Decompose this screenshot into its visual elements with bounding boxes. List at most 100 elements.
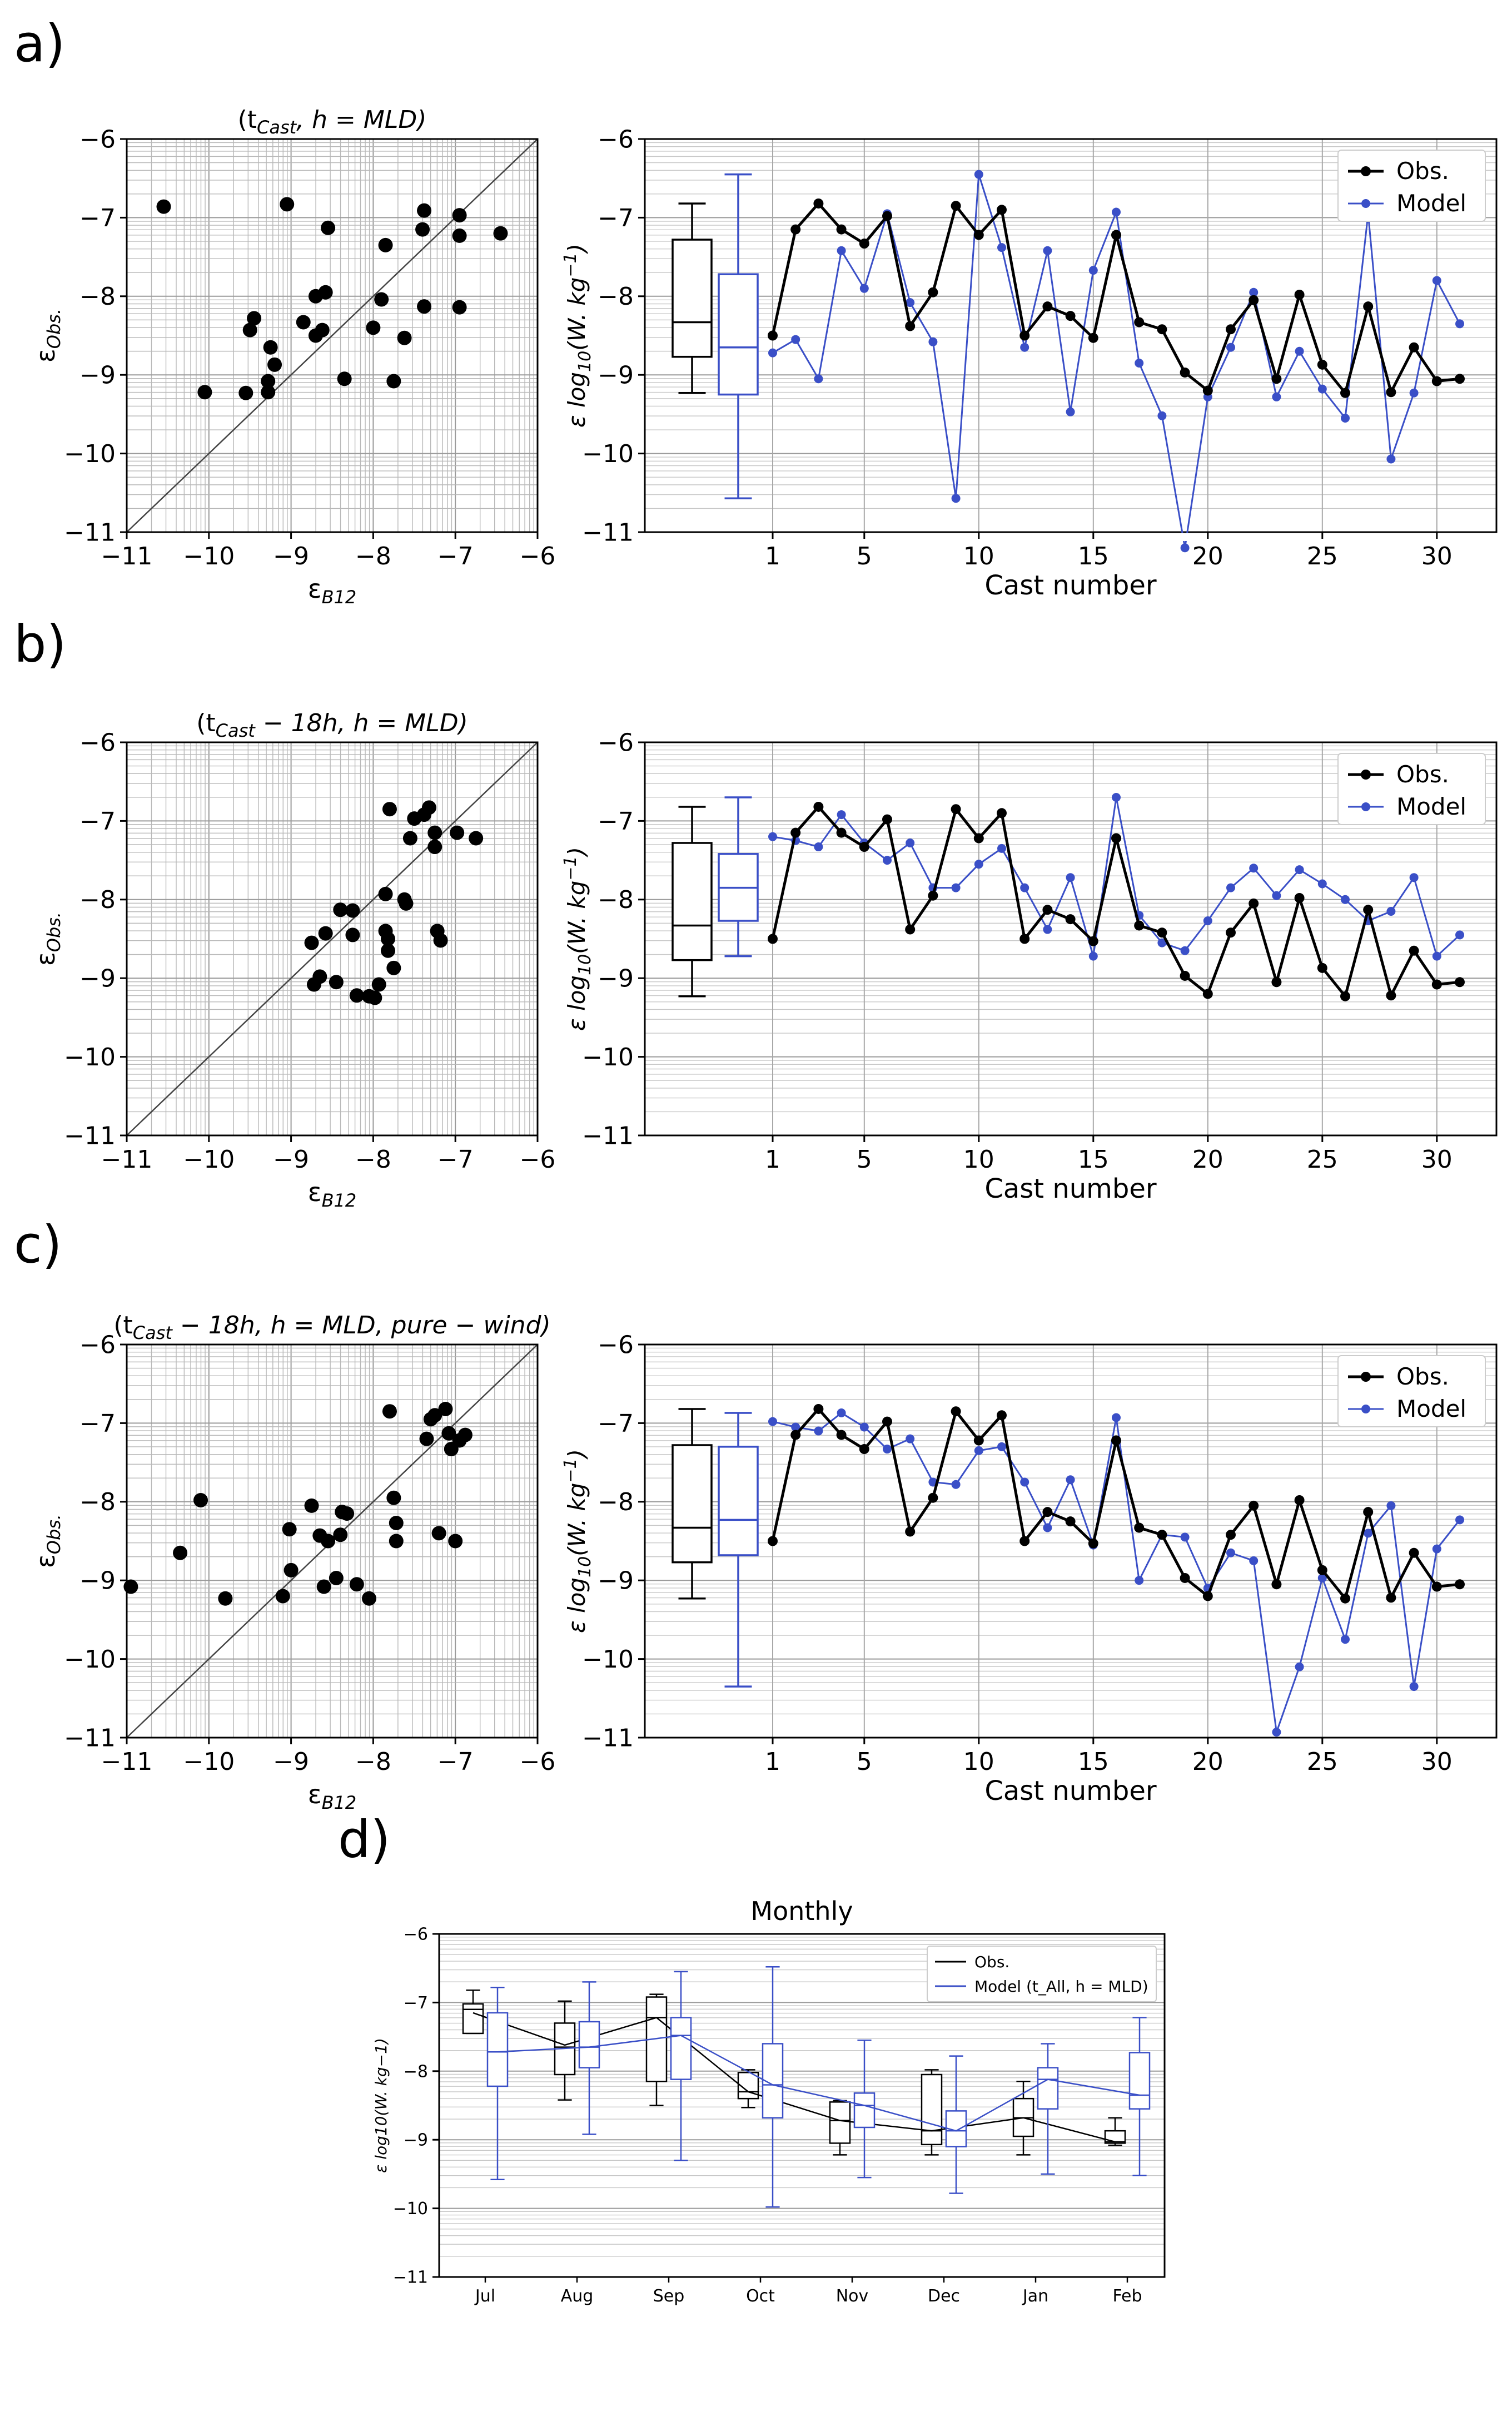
scatter-point — [457, 1427, 472, 1442]
x-tick-label: 30 — [1421, 542, 1453, 570]
x-tick-label: −8 — [355, 542, 391, 570]
y-tick-label: −9 — [598, 965, 634, 993]
obs-point — [882, 814, 892, 825]
legend-model-marker — [1361, 1405, 1370, 1413]
model-point — [1112, 207, 1121, 217]
scatter-point — [333, 1527, 348, 1542]
x-tick-label: 30 — [1421, 1748, 1453, 1776]
model-point — [1341, 895, 1350, 904]
x-axis-label: εB12 — [308, 1177, 357, 1211]
scatter-point — [284, 1562, 299, 1577]
y-tick-label: −11 — [582, 1122, 634, 1150]
model-point — [1295, 865, 1304, 875]
obs-point — [1019, 1536, 1030, 1546]
scatter-point — [349, 1577, 364, 1592]
obs-point — [768, 330, 778, 341]
scatter-point — [321, 1534, 336, 1549]
cast-chart-a: 1 5 10 15 20 25 30−11−10−9−8−7−6Obs.ModelCast … — [561, 125, 1498, 601]
model-point — [1157, 938, 1167, 947]
y-tick-label: −6 — [79, 125, 116, 153]
x-tick-label: 5 — [857, 1145, 872, 1174]
scatter-point — [193, 1492, 208, 1507]
scatter-point — [275, 1589, 290, 1604]
obs-point — [1180, 970, 1190, 981]
model-point — [1043, 925, 1052, 934]
scatter-point — [173, 1545, 188, 1560]
obs-point — [768, 1536, 778, 1546]
scatter-point — [362, 1591, 377, 1606]
model-point — [1317, 879, 1327, 889]
x-tick-label: −9 — [273, 542, 309, 570]
scatter-point — [263, 340, 278, 355]
model-point — [1409, 1682, 1419, 1691]
scatter-point — [441, 1426, 456, 1441]
axis-clip-cover — [644, 1739, 1498, 1747]
obs-point — [1226, 324, 1236, 335]
obs-point — [1431, 376, 1442, 386]
y-tick-label: −6 — [598, 1331, 634, 1359]
scatter-point — [218, 1591, 233, 1606]
scatter-chart-a: −11 −10 −9 −8 −7 −6 −11 −10 −9 −8 −7 −6 (tCast, h = … — [31, 106, 555, 608]
obs-point — [1042, 905, 1053, 915]
y-tick-label: −6 — [404, 1925, 428, 1944]
scatter-point — [282, 1522, 297, 1537]
scatter-point — [318, 926, 333, 941]
obs-point — [951, 1406, 961, 1417]
chart-title: (tCast, h = MLD) — [238, 106, 427, 138]
scatter-point — [261, 374, 276, 389]
y-tick-label: −11 — [582, 518, 634, 547]
model-point — [1364, 1529, 1373, 1538]
x-tick-label: −7 — [437, 542, 474, 570]
scatter-point — [431, 1526, 446, 1541]
model-point — [1386, 907, 1396, 916]
legend-obs-marker — [1361, 770, 1371, 780]
y-tick-label: −11 — [582, 1724, 634, 1752]
model-point — [951, 1480, 961, 1489]
x-tick-label: 1 — [765, 1748, 780, 1776]
y-tick-label: −10 — [393, 2199, 428, 2219]
model-point — [951, 494, 961, 503]
obs-point — [905, 321, 916, 331]
obs-point — [928, 890, 938, 901]
obs-point — [1180, 1572, 1190, 1583]
scatter-point — [381, 931, 396, 946]
obs-point — [973, 833, 984, 844]
y-axis-label: ε log10(W. kg−1) — [561, 244, 595, 428]
model-point — [951, 883, 961, 892]
x-axis-label: Cast number — [984, 1173, 1157, 1204]
model-point — [1226, 883, 1235, 892]
model-point — [768, 1417, 777, 1426]
y-axis-label: εObs. — [31, 912, 64, 966]
obs-point — [1042, 301, 1053, 312]
scatter-point — [238, 385, 253, 400]
one-to-one-line — [126, 138, 538, 533]
scatter-point — [366, 320, 381, 335]
obs-point — [1157, 1530, 1167, 1540]
y-tick-label: −6 — [598, 728, 634, 757]
y-tick-label: −7 — [404, 1993, 428, 2013]
obs-point — [1019, 330, 1030, 341]
obs-point — [1088, 936, 1098, 946]
model-point — [1066, 1475, 1075, 1485]
model-point — [1317, 1573, 1327, 1582]
model-point — [1157, 411, 1167, 420]
model-point — [1020, 883, 1029, 892]
scatter-point — [318, 285, 333, 300]
box-iqr — [853, 2092, 876, 2129]
obs-point — [836, 1430, 847, 1440]
scatter-point — [452, 228, 467, 243]
box-iqr — [462, 2003, 484, 2035]
cast-chart-c: 1 5 10 15 20 25 30−11−10−9−8−7−6Obs.ModelCast … — [561, 1331, 1498, 1807]
y-axis-label: εObs. — [31, 309, 64, 363]
x-tick-label: −10 — [183, 1748, 235, 1776]
legend-obs-marker — [1361, 1372, 1371, 1382]
legend-model-marker — [1361, 802, 1370, 811]
legend-model-label: Model — [1396, 190, 1466, 217]
x-tick-label: −7 — [437, 1145, 474, 1174]
box-iqr — [829, 2101, 851, 2144]
scatter-point — [397, 330, 412, 345]
scatter-point — [378, 886, 393, 901]
scatter-chart-b: −11 −10 −9 −8 −7 −6 −11 −10 −9 −8 −7 −6 (tCast − 18h… — [31, 709, 555, 1211]
scatter-point — [389, 1534, 404, 1549]
x-tick-label: 15 — [1078, 542, 1109, 570]
